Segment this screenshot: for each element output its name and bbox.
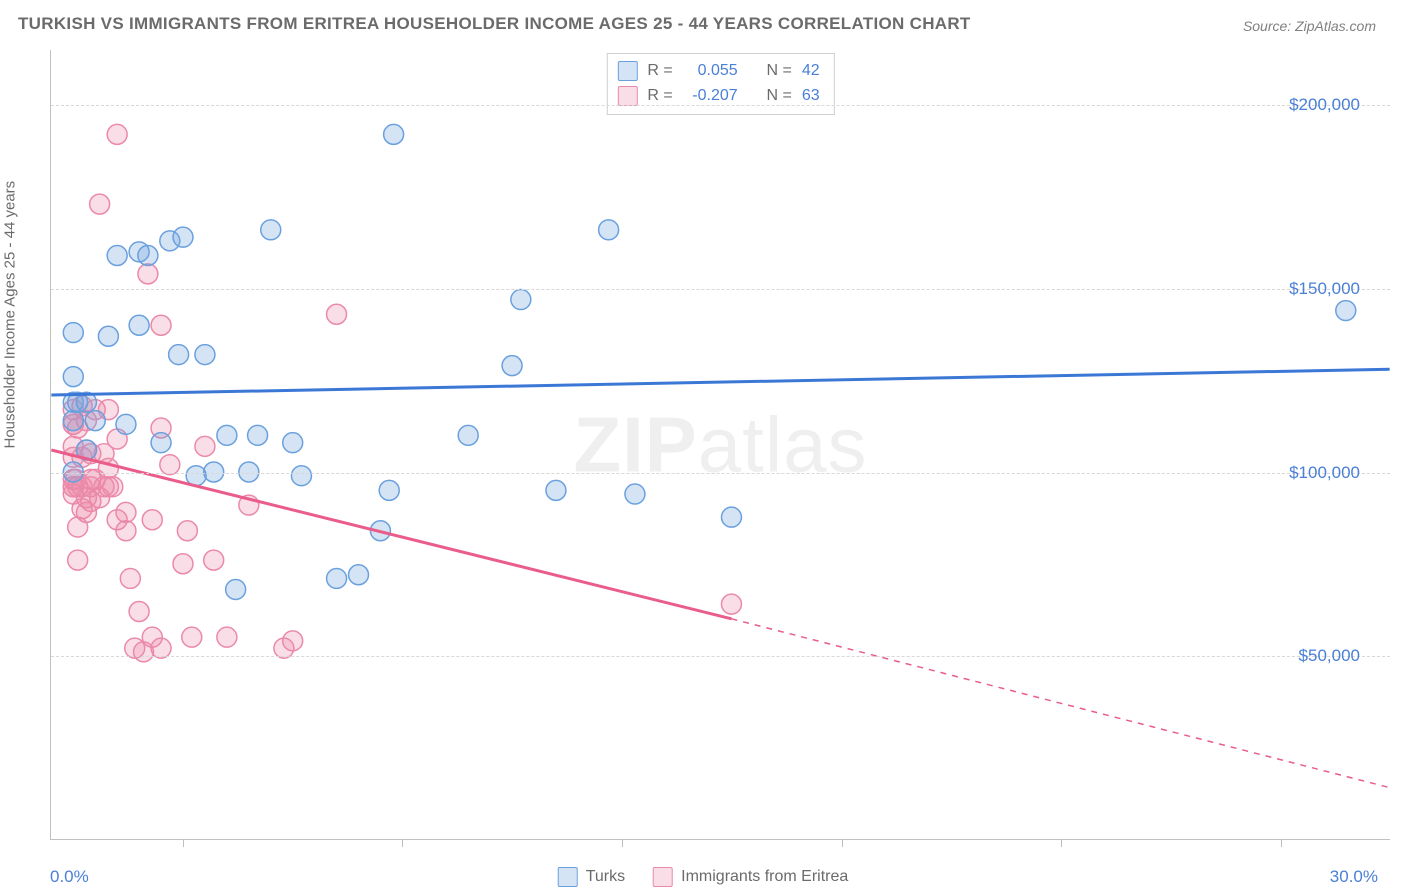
x-tick xyxy=(1061,839,1062,847)
data-point-series2 xyxy=(116,521,136,541)
data-point-series2 xyxy=(120,568,140,588)
trendline-series1 xyxy=(51,369,1389,395)
data-point-series2 xyxy=(204,550,224,570)
legend-bottom: Turks Immigrants from Eritrea xyxy=(558,867,849,887)
data-point-series2 xyxy=(195,436,215,456)
data-point-series1 xyxy=(379,480,399,500)
data-point-series1 xyxy=(129,315,149,335)
gridline xyxy=(51,105,1390,106)
legend-item-series2: Immigrants from Eritrea xyxy=(653,867,848,887)
data-point-series1 xyxy=(283,433,303,453)
gridline xyxy=(51,473,1390,474)
data-point-series2 xyxy=(151,638,171,658)
plot-area: ZIPatlas R = 0.055 N = 42 R = -0.207 N =… xyxy=(50,50,1390,840)
y-axis-label: Householder Income Ages 25 - 44 years xyxy=(2,181,19,449)
source-attribution: Source: ZipAtlas.com xyxy=(1243,18,1376,34)
data-point-series1 xyxy=(599,220,619,240)
x-tick xyxy=(1281,839,1282,847)
data-point-series1 xyxy=(261,220,281,240)
data-point-series1 xyxy=(85,411,105,431)
data-point-series1 xyxy=(625,484,645,504)
data-point-series2 xyxy=(116,502,136,522)
legend-label-series2: Immigrants from Eritrea xyxy=(681,868,848,886)
data-point-series2 xyxy=(151,315,171,335)
data-point-series1 xyxy=(291,466,311,486)
data-point-series1 xyxy=(349,565,369,585)
data-point-series1 xyxy=(63,367,83,387)
data-point-series1 xyxy=(217,425,237,445)
data-point-series2 xyxy=(177,521,197,541)
y-tick-label: $50,000 xyxy=(1299,646,1360,666)
trendline-series2-dashed xyxy=(731,619,1389,788)
legend-item-series1: Turks xyxy=(558,867,625,887)
data-point-series1 xyxy=(327,568,347,588)
data-point-series2 xyxy=(217,627,237,647)
data-point-series1 xyxy=(169,345,189,365)
data-point-series1 xyxy=(248,425,268,445)
data-point-series1 xyxy=(384,124,404,144)
data-point-series2 xyxy=(182,627,202,647)
data-point-series1 xyxy=(173,227,193,247)
chart-title: TURKISH VS IMMIGRANTS FROM ERITREA HOUSE… xyxy=(18,14,971,34)
data-point-series2 xyxy=(142,510,162,530)
data-point-series2 xyxy=(107,124,127,144)
data-point-series1 xyxy=(98,326,118,346)
data-point-series1 xyxy=(151,433,171,453)
data-point-series1 xyxy=(502,356,522,376)
data-point-series2 xyxy=(138,264,158,284)
legend-label-series1: Turks xyxy=(586,868,625,886)
data-point-series2 xyxy=(173,554,193,574)
data-point-series1 xyxy=(63,411,83,431)
x-tick xyxy=(402,839,403,847)
x-tick xyxy=(842,839,843,847)
data-point-series2 xyxy=(283,631,303,651)
data-point-series1 xyxy=(226,579,246,599)
data-point-series1 xyxy=(1336,301,1356,321)
y-tick-label: $100,000 xyxy=(1289,463,1360,483)
x-tick xyxy=(622,839,623,847)
data-point-series1 xyxy=(511,290,531,310)
x-max-label: 30.0% xyxy=(1330,867,1378,887)
data-point-series2 xyxy=(129,601,149,621)
data-point-series1 xyxy=(721,507,741,527)
trendline-series2-solid xyxy=(51,450,731,619)
data-point-series2 xyxy=(721,594,741,614)
data-point-series1 xyxy=(458,425,478,445)
data-point-series2 xyxy=(68,550,88,570)
chart-svg xyxy=(51,50,1390,839)
x-tick xyxy=(183,839,184,847)
gridline xyxy=(51,656,1390,657)
y-tick-label: $150,000 xyxy=(1289,279,1360,299)
data-point-series2 xyxy=(90,194,110,214)
x-min-label: 0.0% xyxy=(50,867,89,887)
data-point-series1 xyxy=(63,323,83,343)
data-point-series2 xyxy=(327,304,347,324)
data-point-series1 xyxy=(138,246,158,266)
gridline xyxy=(51,289,1390,290)
legend-swatch-series2 xyxy=(653,867,673,887)
data-point-series1 xyxy=(116,414,136,434)
data-point-series1 xyxy=(107,246,127,266)
data-point-series2 xyxy=(103,477,123,497)
data-point-series1 xyxy=(195,345,215,365)
y-tick-label: $200,000 xyxy=(1289,95,1360,115)
chart-container: TURKISH VS IMMIGRANTS FROM ERITREA HOUSE… xyxy=(0,0,1406,892)
data-point-series1 xyxy=(546,480,566,500)
legend-swatch-series1 xyxy=(558,867,578,887)
